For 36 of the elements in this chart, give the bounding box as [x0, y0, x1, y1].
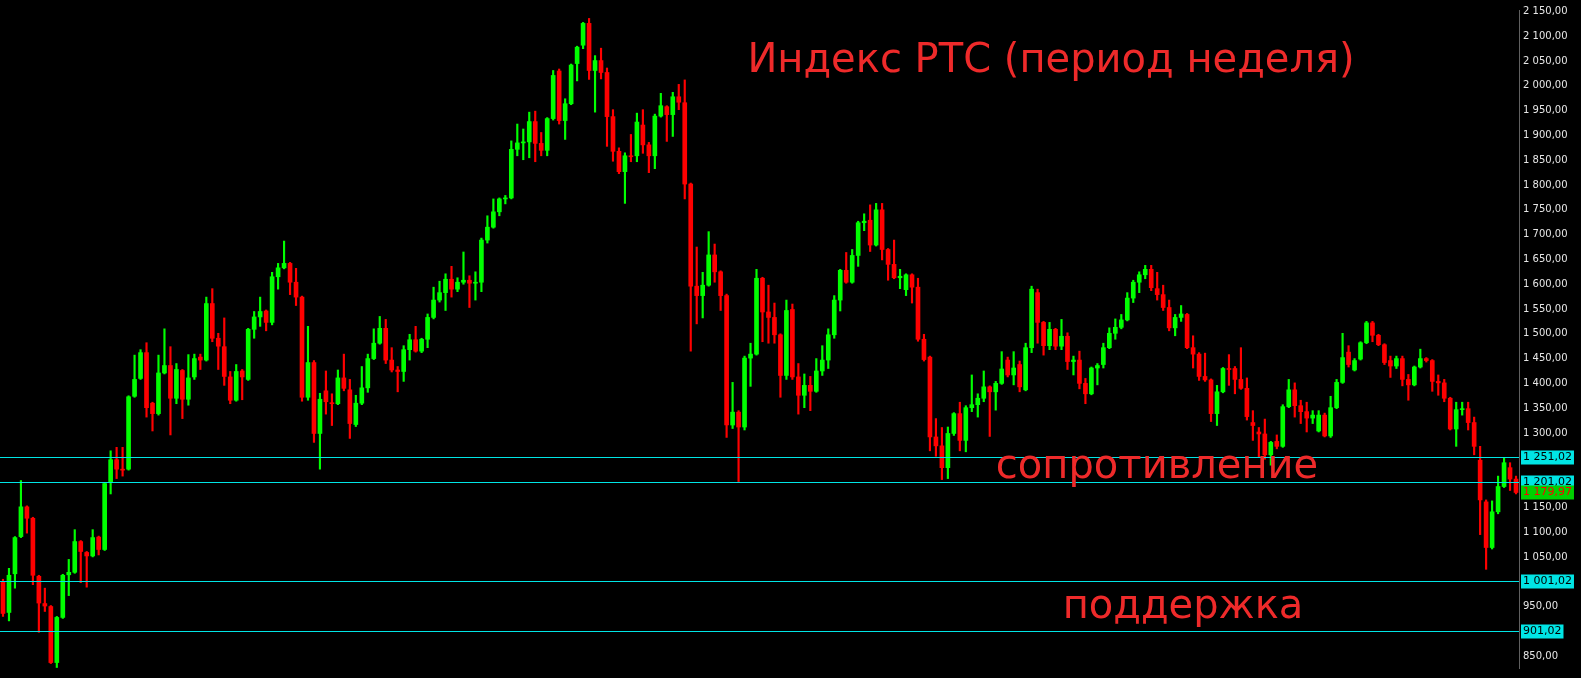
y-tick-label: 1 950,00 — [1523, 104, 1568, 116]
y-tick-label: 1 300,00 — [1523, 426, 1568, 438]
y-tick-label: 2 000,00 — [1523, 79, 1568, 91]
y-tick-label: 1 700,00 — [1523, 228, 1568, 240]
annotation: поддержка — [1062, 581, 1304, 627]
y-tick-label: 1 050,00 — [1523, 550, 1568, 562]
y-tick-label: 1 350,00 — [1523, 401, 1568, 413]
y-tick-label: 1 500,00 — [1523, 327, 1568, 339]
ref-line-label: 901,02 — [1523, 624, 1562, 638]
y-tick-label: 1 450,00 — [1523, 352, 1568, 364]
y-tick-label: 1 900,00 — [1523, 129, 1568, 141]
candlestick — [1071, 355, 1076, 376]
candlestick — [449, 266, 454, 298]
candlestick — [162, 328, 167, 375]
ref-line-label: 1 251,02 — [1523, 450, 1572, 464]
y-tick-label: 1 550,00 — [1523, 302, 1568, 314]
y-tick-label: 950,00 — [1523, 600, 1558, 612]
y-tick-label: 1 650,00 — [1523, 253, 1568, 265]
candlestick — [736, 410, 741, 482]
y-tick-label: 1 850,00 — [1523, 153, 1568, 165]
y-tick-label: 1 100,00 — [1523, 525, 1568, 537]
y-tick-label: 2 100,00 — [1523, 29, 1568, 41]
y-tick-label: 1 400,00 — [1523, 376, 1568, 388]
y-tick-label: 2 150,00 — [1523, 5, 1568, 17]
y-tick-label: 1 600,00 — [1523, 277, 1568, 289]
y-tick-label: 2 050,00 — [1523, 54, 1568, 66]
ref-line-label: 1 001,02 — [1523, 574, 1572, 588]
y-tick-label: 850,00 — [1523, 649, 1558, 661]
y-tick-label: 1 750,00 — [1523, 203, 1568, 215]
candlestick — [1059, 319, 1064, 350]
text: Индекс РТС (период неделя) — [747, 35, 1355, 81]
candlestick — [467, 275, 472, 308]
text: 1 179,97 — [1523, 485, 1572, 499]
y-tick-label: 1 150,00 — [1523, 500, 1568, 512]
candlestick — [748, 342, 753, 387]
y-tick-label: 1 800,00 — [1523, 178, 1568, 190]
